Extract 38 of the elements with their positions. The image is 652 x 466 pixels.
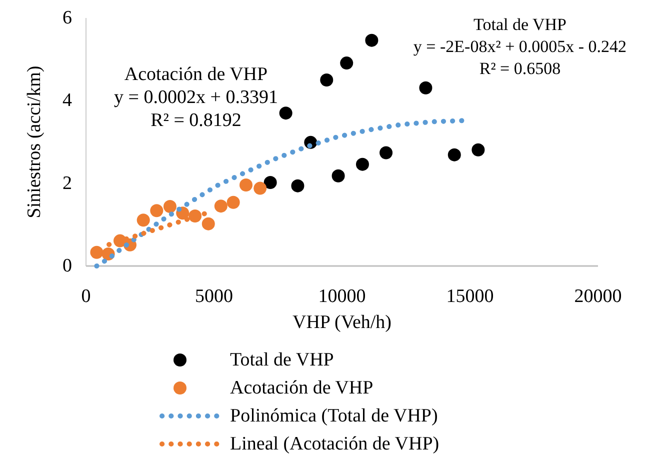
y-tick-label: 6 (62, 8, 72, 28)
point (136, 214, 150, 227)
point (320, 74, 334, 86)
point (214, 200, 228, 213)
annotation: Total de VHP y = -2E-08x² + 0.0005x - 0.242 R² = 0.6508 (413, 15, 627, 78)
x-tick-label: 0 (81, 286, 91, 307)
point (340, 56, 354, 70)
point (264, 176, 277, 190)
y-axis-title: Siniestros (acci/km) (24, 66, 45, 218)
point (226, 196, 240, 209)
y-tick-label: 2 (62, 172, 72, 194)
x-tick-label: 5000 (195, 286, 233, 307)
point (356, 158, 369, 171)
point (472, 143, 485, 156)
point (240, 178, 252, 192)
point (419, 81, 432, 94)
legend-label: Total de VHP (230, 350, 334, 370)
y-tick-label: 4 (62, 90, 72, 112)
legend-label: Lineal (Acotación de VHP) (230, 434, 440, 454)
point (279, 106, 292, 120)
point (254, 182, 267, 195)
annotation: Acotación de VHP y = 0.0002x + 0.3391 R² = 0.8192 (114, 64, 278, 131)
y-tick-label: 0 (62, 256, 72, 276)
x-tick-label: 10000 (318, 286, 366, 307)
x-tick-label: 20000 (574, 286, 622, 307)
point (291, 179, 304, 192)
point (150, 204, 164, 218)
x-tick-label: 15000 (446, 286, 494, 307)
point (365, 34, 378, 47)
legend-label: Polinómica (Total de VHP) (230, 406, 438, 426)
x-axis-title: VHP (Veh/h) (292, 312, 392, 333)
point (332, 169, 345, 182)
point (163, 200, 176, 213)
point (448, 148, 461, 162)
point (380, 146, 393, 160)
point (90, 246, 104, 259)
point (202, 217, 215, 230)
legend-label: Acotación de VHP (230, 378, 374, 398)
